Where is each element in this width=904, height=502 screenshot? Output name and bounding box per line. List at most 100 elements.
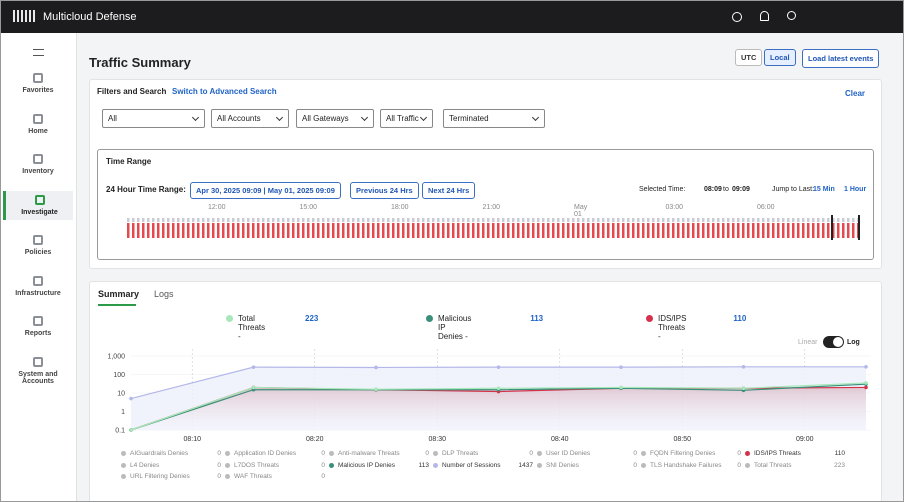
tab[interactable]: Logs <box>154 289 174 299</box>
count-dot <box>121 451 126 456</box>
jump-option[interactable]: 1 Hour <box>844 186 867 193</box>
nav-item[interactable]: Home <box>3 110 73 139</box>
series-point <box>496 365 501 369</box>
y-tick-label: 0.1 <box>115 428 125 435</box>
count-name: AIGuardrails Denies <box>130 450 189 457</box>
linear-label[interactable]: Linear <box>798 339 818 346</box>
legend-dot <box>426 315 433 322</box>
nav-icon <box>33 235 43 245</box>
count-item: User ID Denies 0 <box>537 450 637 457</box>
logo <box>13 10 35 22</box>
local-button[interactable]: Local <box>764 49 796 66</box>
load-button[interactable]: Load latest events <box>802 49 880 68</box>
series-point <box>619 365 623 369</box>
y-tick-label: 1,000 <box>107 354 125 361</box>
count-dot <box>641 462 646 468</box>
dropdown[interactable]: All Accounts <box>211 109 289 128</box>
next-button[interactable]: Next 24 Hrs <box>422 182 476 199</box>
timeline-label: 21:00 <box>482 204 501 211</box>
count-value: 223 <box>834 461 845 469</box>
nav-label: Investigate <box>21 208 58 216</box>
count-name: IDS/IPS Threats <box>754 450 801 457</box>
count-dot <box>745 462 750 468</box>
count-value: 0 <box>633 450 637 457</box>
count-item: FQDN Filtering Denies 0 <box>641 450 741 457</box>
nav-label: Home <box>28 127 48 135</box>
count-dot <box>537 462 542 468</box>
series-point <box>619 385 623 390</box>
legend-label: Malicious IP Denies - <box>438 314 472 341</box>
clear-link[interactable]: Clear <box>845 89 866 98</box>
count-dot <box>641 451 646 456</box>
count-value: 110 <box>834 450 845 457</box>
jump-option[interactable]: 15 Min <box>813 186 835 193</box>
legend-label: IDS/IPS Threats - <box>658 314 687 341</box>
series-area <box>131 387 866 430</box>
legend-label: Total Threats - <box>238 314 266 341</box>
top-bar: Multicloud Defense <box>1 1 903 33</box>
count-name: FQDN Filtering Denies <box>650 450 716 457</box>
count-dot <box>121 474 126 479</box>
count-item: WAF Threats 0 <box>225 473 325 480</box>
help-icon[interactable] <box>732 12 742 22</box>
timeline-selection[interactable] <box>831 215 860 240</box>
scale-switch[interactable] <box>823 336 844 348</box>
nav-item[interactable]: System and Accounts <box>3 353 73 389</box>
timeline-bars-top <box>127 218 859 222</box>
series-point <box>251 385 256 390</box>
start-time: 08:09 <box>704 186 722 193</box>
count-name: L7DOS Threats <box>234 461 280 469</box>
series-point <box>251 365 256 369</box>
utc-button[interactable]: UTC <box>735 49 763 66</box>
series-point <box>374 365 378 370</box>
dropdown[interactable]: Terminated <box>443 109 545 128</box>
page-title: Traffic Summary <box>89 55 191 70</box>
nav-item[interactable]: Infrastructure <box>3 272 73 301</box>
nav-label: Reports <box>24 330 52 337</box>
count-value: 0 <box>217 473 221 480</box>
count-name: DLP Threats <box>442 450 479 457</box>
count-value: 0 <box>217 461 221 469</box>
range-picker[interactable]: Apr 30, 2025 09:09 | May 01, 2025 09:09 <box>190 182 341 199</box>
count-item: DLP Threats 0 <box>433 450 533 457</box>
count-dot <box>329 451 334 456</box>
bell-icon[interactable] <box>760 11 769 21</box>
count-name: URL Filtering Denies <box>130 473 190 480</box>
count-value: 0 <box>321 450 325 457</box>
legend-dot <box>226 315 233 322</box>
dropdown[interactable]: All Traffic <box>380 109 433 128</box>
nav-icon <box>33 316 43 326</box>
log-label[interactable]: Log <box>847 339 860 346</box>
brand: Multicloud Defense <box>43 11 137 23</box>
nav-item[interactable]: Investigate <box>3 190 73 220</box>
user-icon[interactable] <box>787 11 796 20</box>
nav-item[interactable]: Inventory <box>3 150 73 179</box>
nav-item[interactable]: Reports <box>3 312 73 341</box>
y-tick-label: 10 <box>117 391 125 398</box>
dropdown[interactable]: All Gateways <box>296 109 374 128</box>
count-dot <box>121 462 126 468</box>
legend-value: 223 <box>305 314 319 323</box>
nav-item[interactable]: Favorites <box>3 69 73 98</box>
count-value: 0 <box>425 450 429 457</box>
end-time: 09:09 <box>732 186 750 193</box>
nav-icon <box>33 356 43 367</box>
menu-icon[interactable] <box>33 49 44 56</box>
count-name: Number of Sessions <box>442 461 501 469</box>
x-tick-label: 08:20 <box>306 436 324 443</box>
nav-item[interactable]: Policies <box>3 231 73 260</box>
dropdown[interactable]: All <box>102 109 205 128</box>
advanced-link[interactable]: Switch to Advanced Search <box>172 87 277 96</box>
count-item: IDS/IPS Threats 110 <box>745 450 845 457</box>
count-item: Number of Sessions 1437 <box>433 462 533 469</box>
series-point <box>129 396 133 401</box>
y-tick-label: 1 <box>121 409 125 416</box>
count-item: SNI Denies 0 <box>537 462 637 469</box>
previous-button[interactable]: Previous 24 Hrs <box>350 182 419 199</box>
count-value: 113 <box>418 461 429 469</box>
count-dot <box>433 451 438 456</box>
x-tick-label: 08:50 <box>673 436 691 443</box>
tab-active[interactable]: Summary <box>98 289 139 306</box>
legend-value: 113 <box>530 314 544 323</box>
